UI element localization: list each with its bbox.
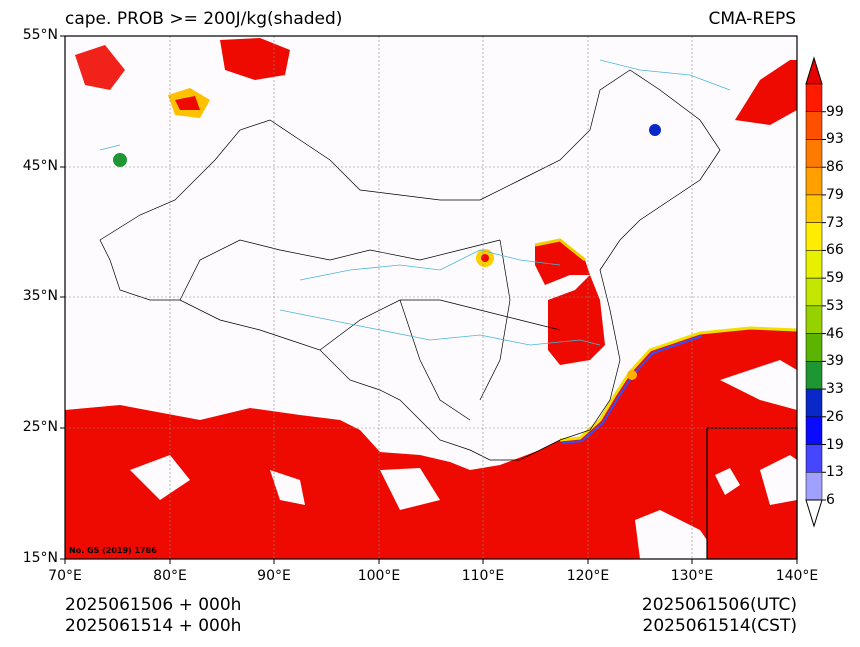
colorbar-label: 53 bbox=[826, 297, 844, 314]
colorbar-label: 93 bbox=[826, 131, 844, 148]
colorbar-label: 46 bbox=[826, 325, 844, 342]
colorbar-label: 39 bbox=[826, 353, 844, 370]
lat-label: 55°N bbox=[22, 27, 58, 43]
lat-label: 35°N bbox=[22, 288, 58, 304]
colorbar-swatch bbox=[805, 361, 823, 390]
colorbar-label: 79 bbox=[826, 186, 844, 203]
colorbar-label: 26 bbox=[826, 408, 844, 425]
colorbar-label: 19 bbox=[826, 436, 844, 453]
lon-label: 80°E bbox=[153, 568, 187, 584]
colorbar-label: 73 bbox=[826, 214, 844, 231]
colorbar-swatch bbox=[805, 139, 823, 168]
colorbar-swatch bbox=[805, 222, 823, 251]
colorbar-swatch bbox=[805, 277, 823, 307]
rivers bbox=[99, 59, 731, 346]
init-time-line2: 2025061514 + 000h bbox=[65, 616, 242, 636]
colorbar-swatch bbox=[805, 111, 823, 140]
colorbar-extend-top bbox=[805, 56, 823, 85]
colorbar-extend-bottom bbox=[805, 499, 823, 528]
map-approval-note: No. GS (2019) 1786 bbox=[69, 546, 157, 555]
lat-label: 45°N bbox=[22, 158, 58, 174]
lon-label: 90°E bbox=[257, 568, 291, 584]
colorbar-swatch bbox=[805, 250, 823, 279]
lat-label: 15°N bbox=[22, 550, 58, 566]
colorbar-swatch bbox=[805, 444, 823, 473]
colorbar-swatch bbox=[805, 333, 823, 362]
colorbar-label: 33 bbox=[826, 381, 844, 398]
gridlines bbox=[65, 36, 797, 559]
colorbar-swatch bbox=[805, 83, 823, 112]
lat-label: 25°N bbox=[22, 419, 58, 435]
valid-time-cst: 2025061514(CST) bbox=[642, 616, 797, 636]
colorbar-label: 99 bbox=[826, 103, 844, 120]
lon-label: 100°E bbox=[357, 568, 401, 584]
init-time-line1: 2025061506 + 000h bbox=[65, 595, 242, 615]
country-borders bbox=[99, 69, 721, 461]
colorbar-swatch bbox=[805, 194, 823, 223]
colorbar-label: 6 bbox=[826, 492, 835, 508]
model-name: CMA-REPS bbox=[708, 9, 796, 29]
colorbar-swatch bbox=[805, 166, 823, 196]
chart-title: cape. PROB >= 200J/kg(shaded) bbox=[65, 9, 343, 29]
colorbar-label: 13 bbox=[826, 464, 844, 481]
lon-label: 130°E bbox=[670, 568, 714, 584]
colorbar-swatch bbox=[805, 305, 823, 334]
colorbar-label: 66 bbox=[826, 242, 844, 259]
colorbar-label: 59 bbox=[826, 270, 844, 287]
colorbar bbox=[805, 56, 826, 528]
lon-label: 120°E bbox=[566, 568, 610, 584]
lon-label: 70°E bbox=[48, 568, 82, 584]
colorbar-label: 86 bbox=[826, 159, 844, 176]
colorbar-swatch bbox=[805, 416, 823, 445]
lon-label: 110°E bbox=[461, 568, 505, 584]
lon-label: 140°E bbox=[775, 568, 819, 584]
colorbar-swatch bbox=[805, 472, 823, 501]
valid-time-utc: 2025061506(UTC) bbox=[641, 595, 797, 615]
colorbar-swatch bbox=[805, 388, 823, 418]
